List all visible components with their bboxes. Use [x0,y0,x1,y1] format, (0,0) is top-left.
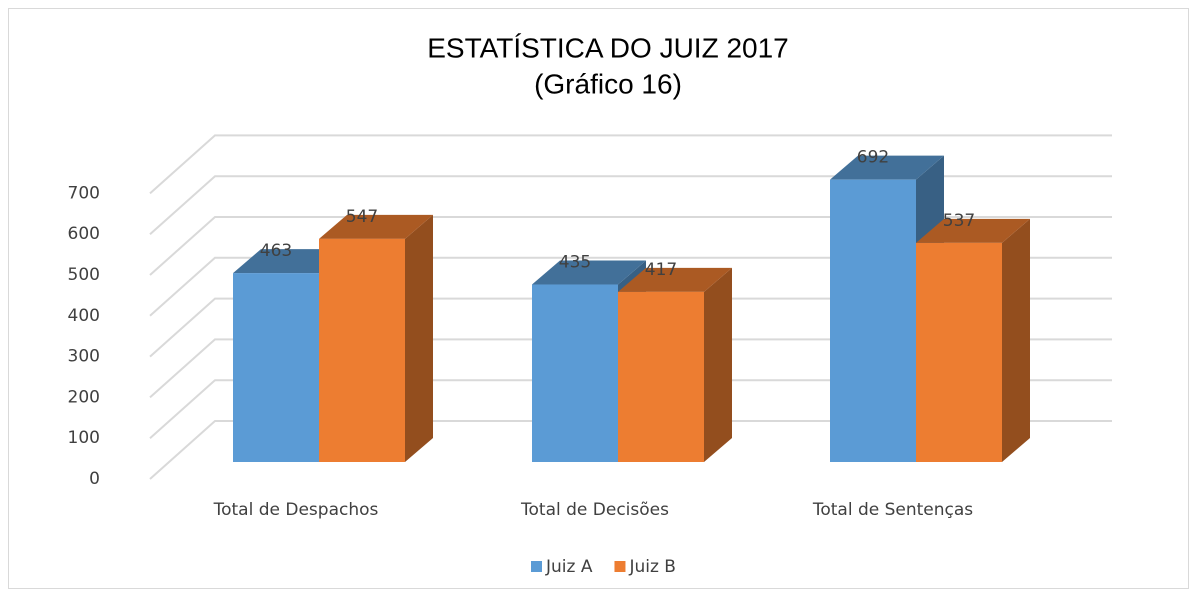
data-label: 417 [645,260,677,280]
bar-top [830,155,944,180]
grid-line [149,379,1112,439]
data-label: 547 [346,207,378,227]
bar-top [319,214,433,239]
bar [532,284,618,462]
bar-top [916,218,1030,243]
chart-title: ESTATÍSTICA DO JUIZ 2017 [427,32,789,63]
legend-label: Juiz A [545,557,593,577]
legend-label: Juiz B [628,557,676,577]
y-tick-label: 100 [68,428,100,448]
bar-side [405,214,433,462]
grid-line [149,420,1112,480]
bar-side [1002,218,1030,462]
grid-line [149,256,1112,317]
bar-side [704,267,732,462]
y-tick-label: 400 [68,306,100,326]
bar [916,242,1002,462]
grid-line [149,216,1112,276]
bar-top [532,260,646,285]
chart-subtitle: (Gráfico 16) [534,68,682,99]
bar [319,238,405,462]
y-tick-label: 500 [68,265,100,285]
bar [233,273,319,462]
bar [830,179,916,462]
data-label: 463 [260,241,292,261]
data-label: 692 [857,148,889,168]
x-tick-label: Total de Despachos [213,500,379,520]
y-tick-label: 200 [68,387,100,407]
y-tick-label: 600 [68,224,100,244]
legend-swatch [531,561,542,572]
bar-top [618,267,732,292]
data-label: 537 [943,211,975,231]
grid-line [149,297,1112,358]
y-tick-label: 300 [68,347,100,367]
x-tick-label: Total de Decisões [520,500,669,520]
data-label: 435 [559,253,591,273]
grid-line [149,175,1112,235]
bar-top [233,249,347,274]
x-tick-label: Total de Sentenças [812,500,973,520]
y-tick-label: 0 [89,469,100,489]
bar [618,291,704,462]
legend-swatch [614,561,626,572]
grid-line [149,338,1112,399]
grid-line [149,134,1112,195]
y-tick-label: 700 [68,183,100,203]
